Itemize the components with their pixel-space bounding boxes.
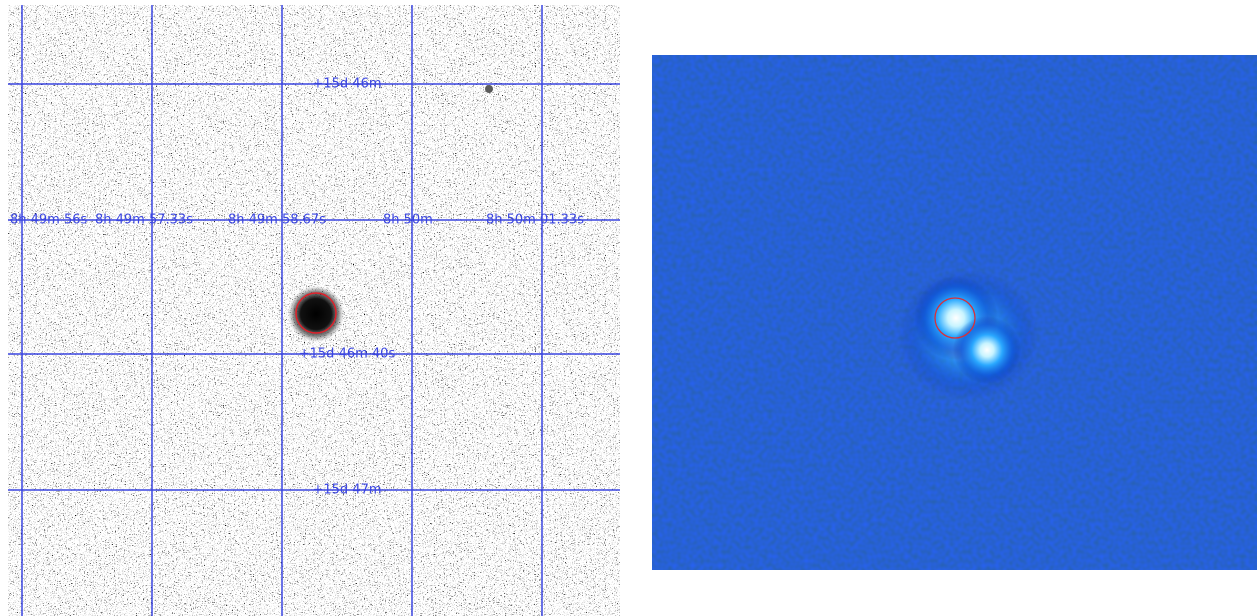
dec-label: +15d 46m: [312, 77, 381, 92]
star: [953, 316, 1021, 384]
left-image: 8h 49m 56s 8h 49m 57.33s 8h 49m 58.67s 8…: [8, 5, 620, 616]
ra-label: 8h 49m 57.33s: [95, 213, 193, 228]
ra-label: 8h 49m 56s: [10, 213, 88, 228]
ra-label: 8h 49m 58.67s: [228, 213, 326, 228]
selection-circle: [934, 297, 976, 339]
selection-circle: [295, 292, 337, 334]
dec-label: +15d 47m: [312, 483, 381, 498]
dec-label: +15d 46m 40s: [299, 347, 396, 362]
star: [485, 85, 493, 93]
coordinate-grid: [8, 5, 620, 616]
right-image: [652, 55, 1257, 570]
ra-label: 8h 50m 01.33s: [486, 213, 584, 228]
ra-label: 8h 50m: [383, 213, 433, 228]
